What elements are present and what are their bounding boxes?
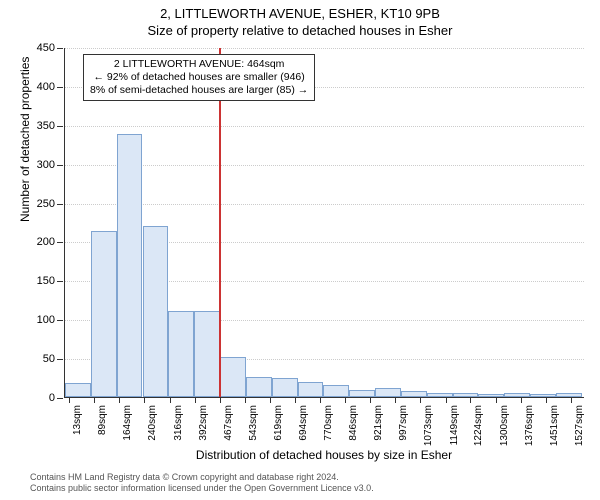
footnote-line2: Contains public sector information licen… <box>30 483 374 494</box>
footnote: Contains HM Land Registry data © Crown c… <box>30 472 374 494</box>
histogram-bar <box>246 377 272 397</box>
x-tick <box>446 397 447 403</box>
footnote-line1: Contains HM Land Registry data © Crown c… <box>30 472 374 483</box>
x-tick <box>94 397 95 403</box>
x-tick-label: 392sqm <box>198 405 209 441</box>
y-tick <box>57 126 63 127</box>
x-axis-title: Distribution of detached houses by size … <box>64 448 584 462</box>
histogram-bar <box>220 357 246 397</box>
x-tick <box>345 397 346 403</box>
x-tick-label: 694sqm <box>298 405 309 441</box>
x-tick <box>119 397 120 403</box>
x-tick <box>420 397 421 403</box>
histogram-bar <box>168 311 194 397</box>
x-tick-label: 89sqm <box>97 405 108 435</box>
x-tick-label: 13sqm <box>72 405 83 435</box>
y-tick <box>57 204 63 205</box>
x-tick <box>220 397 221 403</box>
histogram-bar <box>349 390 375 397</box>
histogram-bar <box>117 134 143 397</box>
histogram-bar <box>194 311 220 397</box>
x-tick <box>320 397 321 403</box>
x-tick-label: 997sqm <box>398 405 409 441</box>
histogram-bar <box>375 388 401 397</box>
y-tick-label: 400 <box>37 81 55 93</box>
histogram-bar <box>504 393 530 397</box>
x-tick <box>270 397 271 403</box>
y-tick-label: 100 <box>37 314 55 326</box>
annotation-line: 2 LITTLEWORTH AVENUE: 464sqm <box>90 58 308 71</box>
y-tick-label: 250 <box>37 198 55 210</box>
x-tick <box>245 397 246 403</box>
x-tick <box>195 397 196 403</box>
grid-line <box>65 126 584 127</box>
x-tick-label: 467sqm <box>223 405 234 441</box>
x-tick <box>295 397 296 403</box>
x-tick-label: 1224sqm <box>473 405 484 446</box>
histogram-bar <box>298 382 324 397</box>
x-tick-label: 164sqm <box>122 405 133 441</box>
histogram-bar <box>323 385 349 397</box>
x-tick-label: 316sqm <box>173 405 184 441</box>
y-tick-label: 350 <box>37 120 55 132</box>
histogram-bar <box>272 378 298 397</box>
page-subtitle: Size of property relative to detached ho… <box>0 21 600 38</box>
x-tick <box>370 397 371 403</box>
y-tick-label: 50 <box>43 353 55 365</box>
x-tick-label: 1149sqm <box>449 405 460 445</box>
page-title: 2, LITTLEWORTH AVENUE, ESHER, KT10 9PB <box>0 0 600 21</box>
x-tick-label: 1300sqm <box>499 405 510 446</box>
y-tick <box>57 398 63 399</box>
grid-line <box>65 204 584 205</box>
x-tick-label: 619sqm <box>273 405 284 441</box>
y-tick <box>57 165 63 166</box>
y-tick <box>57 87 63 88</box>
histogram-bar <box>65 383 91 397</box>
y-tick-label: 450 <box>37 42 55 54</box>
x-tick <box>69 397 70 403</box>
y-tick-label: 0 <box>49 392 55 404</box>
y-tick-label: 300 <box>37 159 55 171</box>
histogram-chart: 05010015020025030035040045013sqm89sqm164… <box>64 48 584 398</box>
y-tick-label: 150 <box>37 275 55 287</box>
grid-line <box>65 165 584 166</box>
x-tick-label: 846sqm <box>348 405 359 441</box>
histogram-bar <box>427 393 453 397</box>
y-tick-label: 200 <box>37 236 55 248</box>
histogram-bar <box>530 394 556 397</box>
y-tick <box>57 359 63 360</box>
y-tick <box>57 320 63 321</box>
annotation-box: 2 LITTLEWORTH AVENUE: 464sqm← 92% of det… <box>83 54 315 101</box>
x-tick-label: 1073sqm <box>423 405 434 446</box>
y-tick <box>57 242 63 243</box>
x-tick <box>395 397 396 403</box>
annotation-line: ← 92% of detached houses are smaller (94… <box>90 71 308 84</box>
x-tick <box>521 397 522 403</box>
grid-line <box>65 48 584 49</box>
x-tick <box>496 397 497 403</box>
x-tick <box>470 397 471 403</box>
x-tick-label: 240sqm <box>147 405 158 441</box>
histogram-bar <box>143 226 169 397</box>
y-tick <box>57 281 63 282</box>
x-tick <box>546 397 547 403</box>
histogram-bar <box>453 393 479 397</box>
x-tick-label: 921sqm <box>373 405 384 441</box>
x-tick <box>170 397 171 403</box>
plot-area: 05010015020025030035040045013sqm89sqm164… <box>64 48 584 398</box>
histogram-bar <box>556 393 582 397</box>
x-tick-label: 770sqm <box>323 405 334 441</box>
x-tick-label: 1527sqm <box>574 405 585 446</box>
x-tick-label: 1376sqm <box>524 405 535 446</box>
x-tick-label: 1451sqm <box>549 405 560 446</box>
y-axis-title: Number of detached properties <box>18 57 32 222</box>
x-tick <box>144 397 145 403</box>
x-tick-label: 543sqm <box>248 405 259 441</box>
histogram-bar <box>401 391 427 397</box>
histogram-bar <box>478 394 504 397</box>
x-tick <box>571 397 572 403</box>
histogram-bar <box>91 231 117 397</box>
y-tick <box>57 48 63 49</box>
annotation-line: 8% of semi-detached houses are larger (8… <box>90 84 308 97</box>
